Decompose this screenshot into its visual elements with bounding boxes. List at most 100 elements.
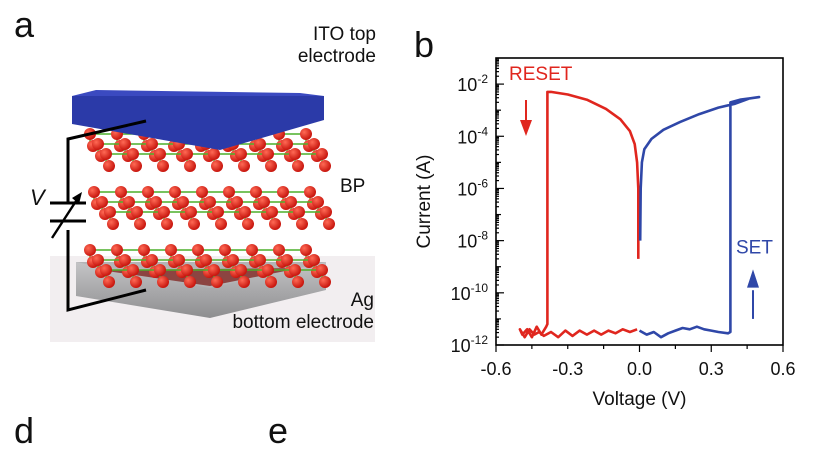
atom: [292, 160, 304, 172]
atom: [154, 148, 166, 160]
atom: [100, 264, 112, 276]
atom: [239, 206, 251, 218]
atom: [127, 148, 139, 160]
ito-top-electrode: [72, 90, 324, 150]
x-tick-label: 0.0: [627, 359, 652, 379]
atom: [223, 186, 235, 198]
atom: [196, 186, 208, 198]
atom: [127, 264, 139, 276]
atom: [308, 254, 320, 266]
bp-label: BP: [340, 176, 366, 197]
atom: [169, 186, 181, 198]
atom: [262, 148, 274, 160]
atom: [192, 244, 204, 256]
y-tick-label: 10-2: [457, 72, 488, 95]
atom: [250, 186, 262, 198]
atom: [293, 206, 305, 218]
atom: [277, 186, 289, 198]
atom: [319, 160, 331, 172]
atom: [242, 218, 254, 230]
panel-letter-b: b: [414, 24, 435, 65]
atom: [319, 276, 331, 288]
atom: [254, 254, 266, 266]
circuit-wire: [50, 119, 147, 312]
atom: [285, 196, 297, 208]
atom: [181, 148, 193, 160]
atom: [134, 218, 146, 230]
atom: [150, 196, 162, 208]
atom: [215, 218, 227, 230]
atom: [177, 196, 189, 208]
atom: [107, 218, 119, 230]
atom: [246, 244, 258, 256]
y-tick-label: 10-4: [457, 124, 488, 147]
atom: [204, 196, 216, 208]
atom: [158, 206, 170, 218]
x-axis-label: Voltage (V): [593, 389, 687, 410]
atom: [185, 206, 197, 218]
x-tick-label: 0.3: [699, 359, 724, 379]
atom: [235, 148, 247, 160]
series-line-1: [638, 95, 761, 339]
atom: [208, 264, 220, 276]
atom: [296, 218, 308, 230]
atom: [219, 244, 231, 256]
atom: [188, 218, 200, 230]
atom: [104, 206, 116, 218]
atom: [100, 148, 112, 160]
atom: [181, 264, 193, 276]
set-arrowhead-icon: [747, 269, 759, 288]
atom: [115, 186, 127, 198]
atom: [119, 254, 131, 266]
atom: [130, 276, 142, 288]
atom: [119, 138, 131, 150]
atom: [96, 196, 108, 208]
panel-letter-d: d: [14, 410, 35, 451]
atom: [304, 186, 316, 198]
ito-label-line1: ITO top: [312, 24, 376, 45]
reset-arrowhead-icon: [520, 120, 532, 136]
ag-label: Ag bottom electrode: [232, 290, 374, 334]
atom: [316, 148, 328, 160]
atom: [273, 244, 285, 256]
atom: [238, 276, 250, 288]
atom: [212, 206, 224, 218]
atom: [92, 254, 104, 266]
atom: [88, 186, 100, 198]
atom: [254, 138, 266, 150]
atom: [281, 254, 293, 266]
ito-label-line2: electrode: [297, 46, 376, 67]
panel-letter-e: e: [268, 410, 289, 451]
atom: [300, 128, 312, 140]
atom: [184, 160, 196, 172]
atom: [281, 138, 293, 150]
atom: [131, 206, 143, 218]
atom: [292, 276, 304, 288]
series-line-0: [518, 90, 640, 339]
y-tick-label: 10-8: [457, 229, 488, 252]
atom: [157, 160, 169, 172]
atom: [103, 276, 115, 288]
atom: [146, 254, 158, 266]
atom: [142, 186, 154, 198]
atom: [269, 218, 281, 230]
atom: [157, 276, 169, 288]
atom: [211, 160, 223, 172]
device-schematic: [50, 90, 375, 342]
atom: [235, 264, 247, 276]
set-annotation: SET: [736, 238, 773, 259]
x-tick-label: -0.3: [552, 359, 583, 379]
atom: [154, 264, 166, 276]
atom: [289, 264, 301, 276]
x-tick-label: 0.6: [770, 359, 795, 379]
atom: [289, 148, 301, 160]
atom: [258, 196, 270, 208]
atom: [92, 138, 104, 150]
panel-letter-a: a: [14, 4, 35, 45]
atom: [123, 196, 135, 208]
atom: [211, 276, 223, 288]
atom: [316, 264, 328, 276]
voltage-source-label: V: [30, 185, 45, 210]
atom: [300, 244, 312, 256]
iv-chart: 10-2 10-4 10-6 10-8 10-10 10-12 -0.6 -0.3 0.0 0.…: [414, 57, 796, 410]
